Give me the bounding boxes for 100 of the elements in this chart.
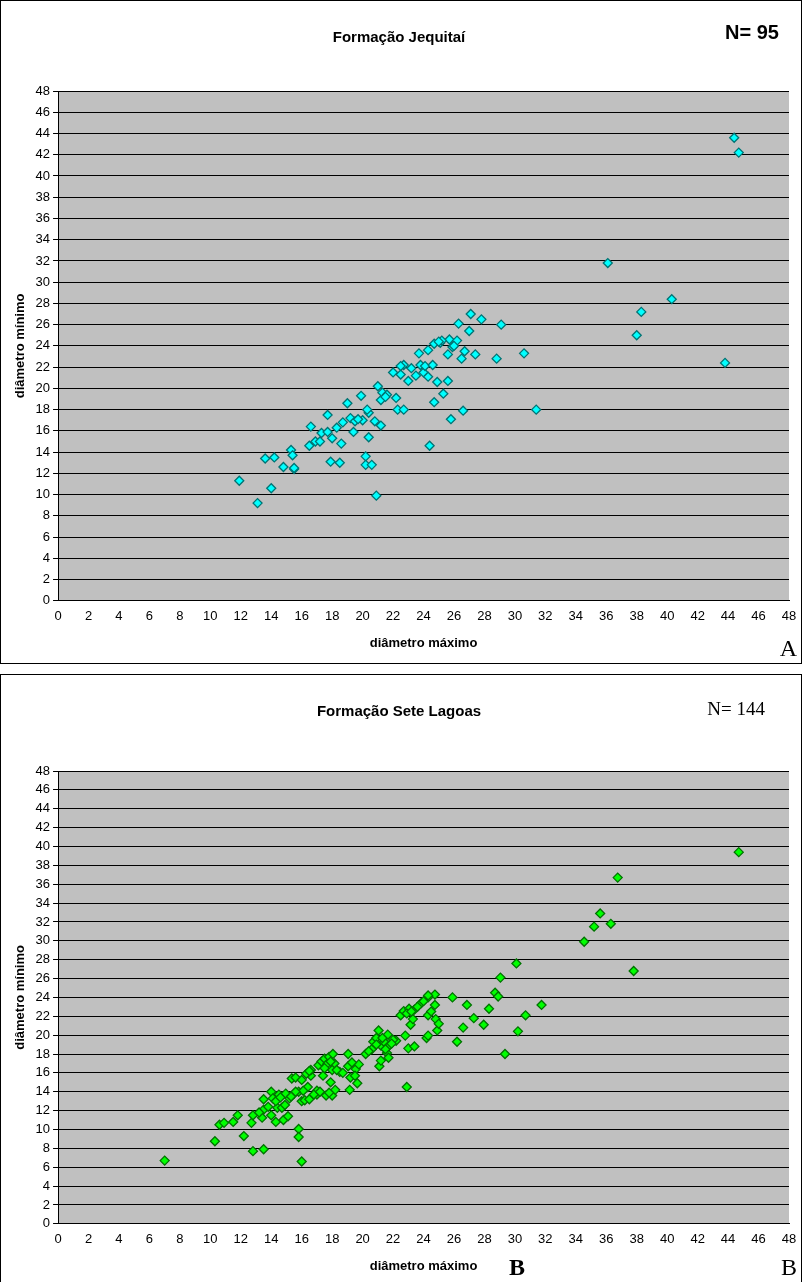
x-tick-label: 30 <box>507 1231 523 1247</box>
x-tick-label: 44 <box>720 608 736 624</box>
y-tick-label: 46 <box>35 781 51 797</box>
x-tick-label: 8 <box>176 608 184 624</box>
y-tick-label: 26 <box>35 970 51 986</box>
x-tick-label: 2 <box>84 608 93 624</box>
y-tick-label: 38 <box>35 188 51 204</box>
y-tick-label: 18 <box>35 1045 51 1061</box>
x-tick-label: 48 <box>781 608 797 624</box>
y-tick-label: 8 <box>42 1139 51 1155</box>
y-tick-label: 26 <box>35 316 51 332</box>
x-tick-label: 0 <box>54 608 62 624</box>
y-tick-label: 48 <box>35 82 51 98</box>
chart-title: Formação Jequitaí <box>332 28 467 46</box>
x-tick-label: 18 <box>324 608 340 624</box>
y-axis-title: diâmetro mínimo <box>12 293 28 399</box>
y-tick-label: 10 <box>35 1121 51 1137</box>
y-tick-label: 20 <box>35 1026 51 1042</box>
x-tick-label: 2 <box>84 1231 93 1247</box>
y-tick-label: 28 <box>35 951 51 967</box>
y-tick-label: 4 <box>42 1177 51 1193</box>
x-tick-label: 44 <box>720 1231 736 1247</box>
x-tick-label: 0 <box>54 1231 62 1247</box>
x-tick-label: 32 <box>538 1231 553 1247</box>
x-tick-label: 30 <box>507 608 523 624</box>
x-tick-label: 42 <box>690 1231 705 1247</box>
x-tick-label: 26 <box>446 1231 462 1247</box>
x-tick-label: 22 <box>385 1231 401 1247</box>
text: B <box>780 1253 797 1280</box>
x-tick-label: 6 <box>145 608 154 624</box>
y-tick-label: 36 <box>35 875 51 891</box>
y-tick-label: 34 <box>35 231 51 247</box>
x-tick-label: 6 <box>145 1231 154 1247</box>
x-tick-label: 14 <box>264 1231 279 1247</box>
y-tick-label: 6 <box>42 1158 51 1174</box>
x-tick-label: 40 <box>659 608 675 624</box>
x-tick-label: 16 <box>294 1231 309 1247</box>
x-tick-label: 12 <box>233 608 249 624</box>
y-tick-label: 8 <box>42 507 51 523</box>
y-tick-label: 46 <box>35 103 51 119</box>
y-tick-label: 40 <box>35 167 51 183</box>
y-tick-label: 24 <box>35 337 51 353</box>
y-tick-label: 30 <box>35 932 51 948</box>
y-tick-label: 2 <box>42 1196 51 1212</box>
x-tick-label: 18 <box>324 1231 340 1247</box>
x-tick-label: 40 <box>659 1231 675 1247</box>
chart-title: Formação Sete Lagoas <box>316 702 482 720</box>
x-axis-title: diâmetro máximo <box>369 1257 478 1273</box>
x-tick-label: 10 <box>203 1231 218 1247</box>
y-tick-label: 12 <box>35 1102 51 1118</box>
y-tick-label: 28 <box>35 294 51 310</box>
x-tick-label: 4 <box>115 1231 123 1247</box>
x-tick-label: 36 <box>599 608 614 624</box>
x-tick-label: 24 <box>416 608 431 624</box>
x-tick-label: 10 <box>203 608 218 624</box>
x-tick-label: 38 <box>629 1231 644 1247</box>
x-tick-label: 16 <box>294 608 309 624</box>
y-tick-label: 40 <box>35 838 51 854</box>
x-tick-label: 4 <box>115 608 123 624</box>
y-tick-label: 18 <box>35 401 51 417</box>
y-tick-label: 48 <box>35 762 51 778</box>
x-tick-label: 14 <box>264 608 279 624</box>
y-tick-label: 4 <box>42 549 51 565</box>
x-tick-label: 8 <box>176 1231 184 1247</box>
x-tick-label: 34 <box>568 608 584 624</box>
y-tick-label: 14 <box>35 443 51 459</box>
text: B <box>509 1253 526 1280</box>
y-tick-label: 16 <box>35 1064 51 1080</box>
x-tick-label: 22 <box>385 608 401 624</box>
y-tick-label: 44 <box>35 800 51 816</box>
y-tick-label: 38 <box>35 856 51 872</box>
y-tick-label: 22 <box>35 358 51 374</box>
x-tick-label: 32 <box>538 608 553 624</box>
y-tick-label: 32 <box>35 252 51 268</box>
y-tick-label: 16 <box>35 422 51 438</box>
y-tick-label: 14 <box>35 1083 51 1099</box>
y-tick-label: 0 <box>42 592 51 608</box>
x-tick-label: 26 <box>446 608 462 624</box>
y-tick-label: 2 <box>42 571 51 587</box>
x-tick-label: 12 <box>233 1231 249 1247</box>
x-tick-label: 36 <box>599 1231 614 1247</box>
x-tick-label: 34 <box>568 1231 584 1247</box>
x-tick-label: 28 <box>477 608 492 624</box>
y-tick-label: 22 <box>35 1007 51 1023</box>
y-tick-label: 12 <box>35 464 51 480</box>
y-tick-label: 20 <box>35 379 51 395</box>
x-tick-label: 20 <box>355 608 370 624</box>
x-tick-label: 42 <box>690 608 705 624</box>
y-tick-label: 42 <box>35 146 51 162</box>
y-tick-label: 44 <box>35 125 51 141</box>
y-tick-label: 34 <box>35 894 51 910</box>
y-tick-label: 36 <box>35 210 51 226</box>
y-tick-label: 0 <box>42 1215 51 1231</box>
y-tick-label: 10 <box>35 486 51 502</box>
text: A <box>779 634 797 661</box>
y-axis-title: diâmetro mínimo <box>12 944 28 1050</box>
y-tick-label: 42 <box>35 819 51 835</box>
x-tick-label: 38 <box>629 608 644 624</box>
x-tick-label: 28 <box>477 1231 492 1247</box>
x-tick-label: 20 <box>355 1231 370 1247</box>
